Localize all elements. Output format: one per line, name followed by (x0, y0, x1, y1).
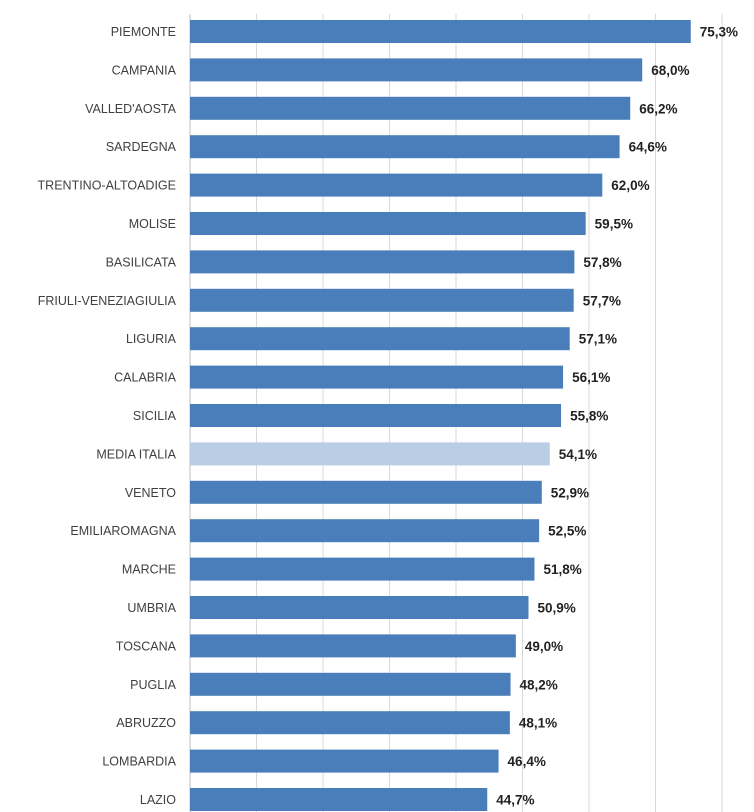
value-label: 66,2% (639, 101, 677, 116)
category-label: PUGLIA (130, 678, 177, 692)
category-label: MOLISE (129, 217, 176, 231)
value-label: 56,1% (572, 370, 610, 385)
bar (190, 749, 499, 773)
category-label: ABRUZZO (116, 716, 176, 730)
bar (190, 404, 562, 427)
category-label: LAZIO (140, 793, 176, 807)
category-labels: PIEMONTE CAMPANIA VALLED'AOSTA SARDEGNA TREN… (38, 25, 177, 807)
value-label: 54,1% (559, 447, 597, 462)
category-label: BASILICATA (106, 255, 177, 269)
bar (190, 250, 575, 274)
bar (190, 672, 511, 696)
bar (190, 557, 535, 581)
bar-highlight (190, 442, 550, 466)
bars-layer (190, 20, 691, 811)
value-label: 44,7% (496, 793, 534, 808)
bar (190, 173, 603, 197)
bar (190, 96, 631, 120)
category-label: SICILIA (133, 409, 177, 423)
bar (190, 480, 542, 504)
value-label: 52,5% (548, 524, 586, 539)
category-label: EMILIAROMAGNA (70, 524, 176, 538)
bar (190, 519, 540, 543)
category-label: MEDIA ITALIA (96, 447, 176, 461)
value-label: 75,3% (700, 25, 738, 40)
category-label: PIEMONTE (111, 25, 176, 39)
bar (190, 20, 691, 43)
value-label: 46,4% (508, 754, 546, 769)
value-label: 59,5% (595, 217, 633, 232)
bar (190, 634, 516, 658)
bar (190, 788, 488, 811)
category-label: MARCHE (122, 563, 176, 577)
bar (190, 327, 570, 351)
value-label: 48,1% (519, 716, 557, 731)
category-label: VENETO (125, 486, 176, 500)
category-label: SARDEGNA (106, 140, 177, 154)
category-label: VALLED'AOSTA (85, 102, 177, 116)
value-label: 50,9% (537, 601, 575, 616)
value-label: 49,0% (525, 639, 563, 654)
category-label: LOMBARDIA (102, 755, 176, 769)
category-label: CAMPANIA (112, 63, 177, 77)
bar (190, 596, 529, 619)
value-label: 62,0% (611, 178, 649, 193)
value-label: 57,1% (579, 332, 617, 347)
bar (190, 58, 643, 82)
value-label: 51,8% (543, 562, 581, 577)
value-label: 55,8% (570, 409, 608, 424)
value-labels: 75,3% 68,0% 66,2% 64,6% 62,0% 59,5% 57,8% 57,7%… (496, 25, 738, 808)
value-label: 57,7% (583, 293, 621, 308)
category-label: CALABRIA (114, 371, 176, 385)
bar (190, 711, 510, 735)
bar (190, 365, 564, 389)
value-label: 48,2% (520, 677, 558, 692)
category-label: TRENTINO-ALTOADIGE (38, 179, 176, 193)
category-label: LIGURIA (126, 332, 177, 346)
value-label: 52,9% (551, 485, 589, 500)
bar (190, 212, 586, 235)
bar (190, 288, 574, 312)
value-label: 68,0% (651, 63, 689, 78)
value-label: 64,6% (629, 140, 667, 155)
category-label: TOSCANA (116, 639, 177, 653)
value-label: 57,8% (583, 255, 621, 270)
category-label: UMBRIA (127, 601, 176, 615)
category-label: FRIULI-VENEZIAGIULIA (38, 294, 177, 308)
bar (190, 135, 620, 159)
